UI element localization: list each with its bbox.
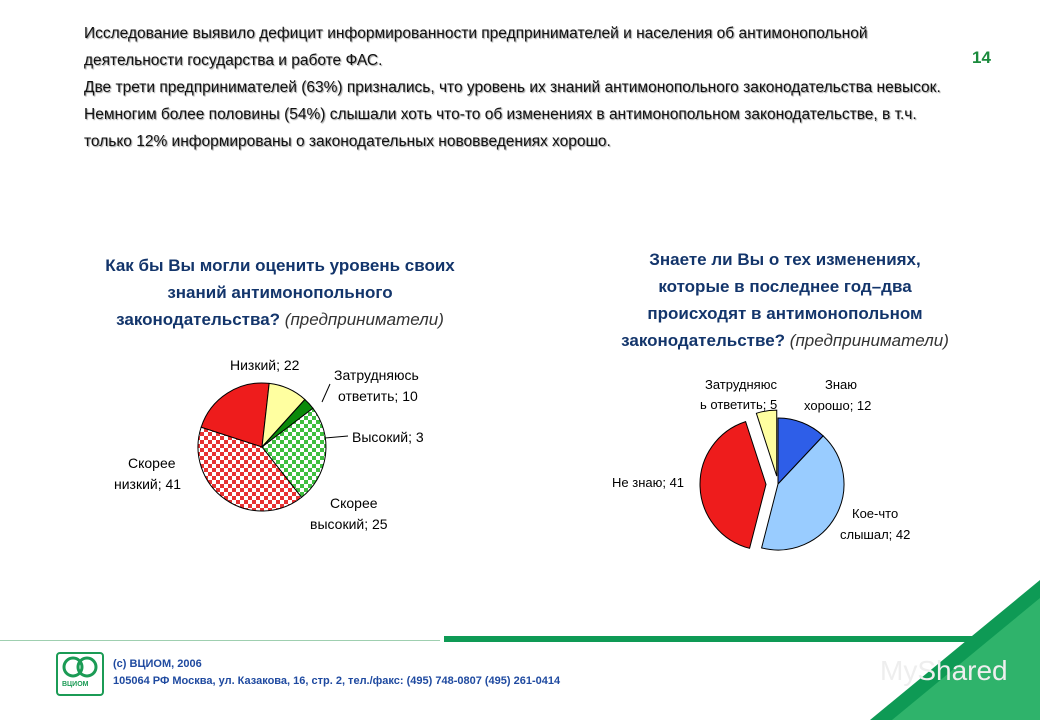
pie-slice bbox=[755, 409, 778, 477]
pie2 bbox=[699, 409, 845, 551]
chart1-subtitle: (предприниматели) bbox=[284, 310, 444, 329]
watermark: MyShared bbox=[880, 655, 1008, 686]
logo-text: ВЦИОМ bbox=[62, 681, 89, 688]
footer-rule-thin bbox=[0, 640, 440, 641]
footer-text: (с) ВЦИОМ, 2006 105064 РФ Москва, ул. Ка… bbox=[113, 656, 560, 690]
slice-label: слышал; 42 bbox=[840, 527, 910, 542]
intro-paragraph-3: Немногим более половины (54%) слышали хо… bbox=[84, 106, 917, 150]
footer-copyright: (с) ВЦИОМ, 2006 bbox=[113, 658, 202, 670]
slice-label: Не знаю; 41 bbox=[612, 475, 684, 490]
leader-line bbox=[324, 435, 349, 439]
page-number: 14 bbox=[972, 48, 991, 67]
pie-slice bbox=[197, 426, 303, 512]
chart2-title-line: Знаете ли Вы о тех изменениях, bbox=[649, 250, 921, 269]
slice-label: ь ответить; 5 bbox=[700, 397, 777, 412]
vciom-logo: ВЦИОМ bbox=[56, 652, 104, 696]
pie-slice bbox=[760, 435, 845, 551]
pie-slice bbox=[200, 382, 270, 448]
chart2-title-line: происходят в антимонопольном bbox=[647, 304, 923, 323]
chart2-title-line: законодательстве? bbox=[621, 331, 786, 350]
footer-rule-thick bbox=[444, 636, 1040, 642]
slice-label: Затрудняюсь bbox=[334, 367, 419, 383]
intro-paragraph-1: Исследование выявило дефицит информирова… bbox=[84, 25, 868, 69]
slice-label: Высокий; 3 bbox=[352, 429, 424, 445]
chart1-title-line: законодательства? bbox=[116, 310, 281, 329]
corner-decoration bbox=[870, 580, 1040, 720]
logo-mark-icon bbox=[62, 656, 98, 678]
pie-slice bbox=[699, 420, 767, 549]
pie-slice bbox=[261, 407, 327, 499]
chart2-title-line: которые в последнее год–два bbox=[658, 277, 912, 296]
chart1-title: Как бы Вы могли оценить уровень своих зн… bbox=[60, 252, 500, 333]
slice-label: Скорее bbox=[330, 495, 378, 511]
pie1 bbox=[197, 382, 327, 512]
slice-label: Затрудняюс bbox=[705, 377, 777, 392]
slice-label: Низкий; 22 bbox=[230, 357, 300, 373]
slice-label: ответить; 10 bbox=[338, 388, 418, 404]
slice-label: низкий; 41 bbox=[114, 476, 181, 492]
footer-address: 105064 РФ Москва, ул. Казакова, 16, стр.… bbox=[113, 675, 561, 687]
leader-line bbox=[321, 383, 331, 403]
intro-paragraph-2: Две трети предпринимателей (63%) признал… bbox=[84, 79, 941, 96]
chart1-title-line: знаний антимонопольного bbox=[167, 283, 393, 302]
chart1-title-line: Как бы Вы могли оценить уровень своих bbox=[105, 256, 455, 275]
slice-label: высокий; 25 bbox=[310, 516, 388, 532]
slice-label: хорошо; 12 bbox=[804, 398, 871, 413]
chart2-title: Знаете ли Вы о тех изменениях, которые в… bbox=[580, 246, 990, 354]
slice-label: Кое-что bbox=[852, 506, 898, 521]
slice-label: Знаю bbox=[825, 377, 857, 392]
slice-label: Скорее bbox=[128, 455, 176, 471]
chart2-subtitle: (предприниматели) bbox=[789, 331, 949, 350]
intro-text: Исследование выявило дефицит информирова… bbox=[84, 20, 964, 155]
